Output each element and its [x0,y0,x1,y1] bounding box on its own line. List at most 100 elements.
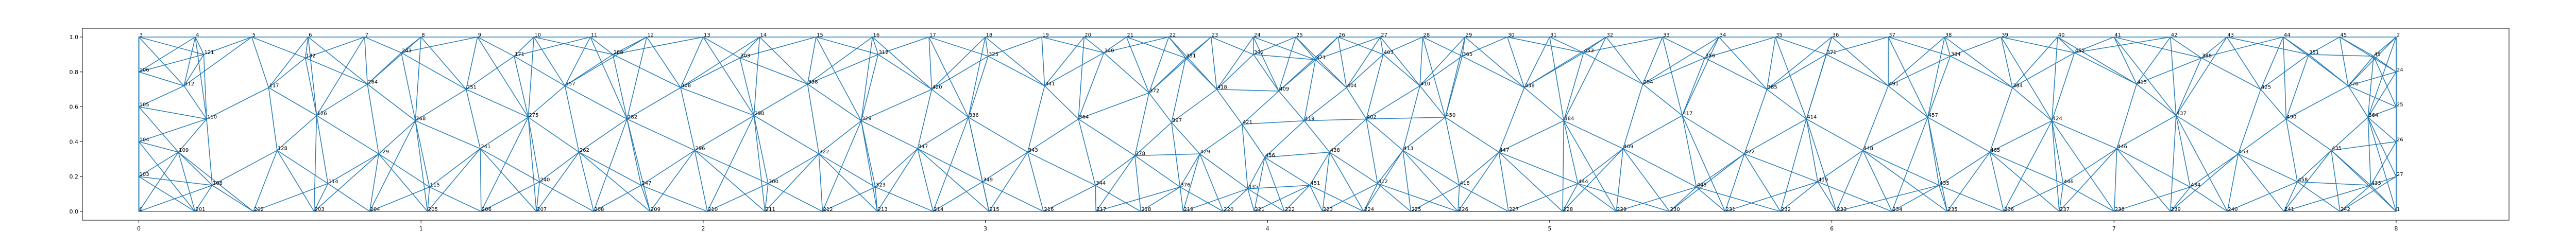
mesh-edge [2175,115,2239,154]
mesh-edge [1095,185,1142,212]
mesh-edge [1303,118,1367,121]
mesh-edge [528,117,537,212]
mesh-edge [626,118,651,212]
mesh-edge [212,150,278,186]
mesh-edge [877,54,933,90]
mesh-edge [1696,186,1726,212]
mesh-edge [1445,56,1463,118]
node-label: 5 [252,32,256,38]
mesh-edge [138,72,184,86]
mesh-edge [1337,37,1347,88]
node-label: 450 [1446,113,1455,118]
mesh-edge [367,83,379,154]
mesh-edge [138,85,184,108]
mesh-edge [2238,88,2261,154]
mesh-edge [378,153,428,212]
node-label: 38 [1945,32,1952,38]
mesh-edge [277,115,317,151]
node-label: 6 [309,32,312,38]
mesh-edge [1419,56,1463,86]
mesh-edge [2367,117,2371,186]
mesh-edge [1380,37,1384,55]
node-label: 444 [1579,179,1588,185]
node-label: 221 [1255,207,1264,212]
mesh-edge [138,106,207,120]
mesh-edge [739,37,760,59]
node-label: 233 [1837,207,1846,212]
node-label: 241 [481,144,490,150]
node-label: 45 [2374,51,2381,57]
mesh-edge [753,115,820,154]
mesh-edge [1247,157,1265,189]
node-label: 435 [2332,146,2342,151]
mesh-edge [640,185,651,212]
mesh-edge [1944,37,1951,57]
mesh-edge [2297,181,2371,186]
mesh-edge [985,37,989,57]
mesh-edge [680,87,696,151]
mesh-edge [2012,87,2053,121]
mesh-edge [982,152,1028,183]
y-tick-label: 0.6 [70,104,79,111]
mesh-edge [1616,148,1624,212]
node-label: 351 [1186,54,1196,59]
mesh-edge [2285,54,2309,120]
mesh-edge [872,37,933,90]
node-label: 104 [140,137,149,143]
mesh-edge [1669,186,1697,212]
mesh-edge [703,37,755,116]
mesh-edge [138,106,179,153]
mesh-edge [2001,37,2053,121]
mesh-edge [2226,37,2309,55]
node-label: 237 [2060,207,2070,212]
mesh-edge [875,186,934,212]
mesh-edge [203,54,207,120]
mesh-edge [1264,157,1285,212]
mesh-edge [1185,57,1217,90]
node-label: 282 [628,114,637,120]
mesh-edge [1989,152,2004,212]
mesh-edge [1862,85,1889,151]
mesh-edge [1422,37,1446,118]
mesh-edge [1171,88,1217,123]
mesh-edge [1027,118,1079,153]
mesh-edge [528,85,566,118]
mesh-edge [1989,87,2013,153]
mesh-edge [1662,37,1705,59]
mesh-edge [429,148,481,188]
mesh-edge [860,120,918,149]
node-label: 240 [2228,207,2238,212]
mesh-edge [1363,183,1378,212]
node-label: 37 [1889,32,1895,38]
mesh-edge [466,88,481,149]
mesh-edge [860,88,933,121]
mesh-edge [401,37,478,54]
node-label: 364 [2368,113,2378,118]
node-label: 343 [1028,148,1038,153]
mesh-edge [564,85,628,120]
mesh-edge [178,118,207,153]
mesh-edge [183,37,252,86]
mesh-edge [917,148,990,212]
node-label: 434 [2191,183,2200,188]
mesh-edge [1891,185,1940,212]
mesh-edge [253,150,278,212]
mesh-edge [1622,83,1643,149]
mesh-edge [646,37,681,88]
mesh-edge [2373,37,2397,57]
mesh-edge [931,56,989,90]
node-label: 236 [2004,207,2014,212]
mesh-edge [1562,183,1579,212]
mesh-edge [138,152,179,212]
mesh-edge [1642,37,1663,85]
mesh-edge [1210,37,1254,55]
mesh-edge [2283,150,2332,212]
mesh-edge [1862,150,1940,186]
node-label: 356 [1705,54,1715,59]
node-label: 108 [213,181,223,186]
node-label: 433 [2371,181,2381,186]
node-label: 43 [2227,32,2234,38]
mesh-edge [2348,72,2397,86]
mesh-edge [466,56,515,90]
